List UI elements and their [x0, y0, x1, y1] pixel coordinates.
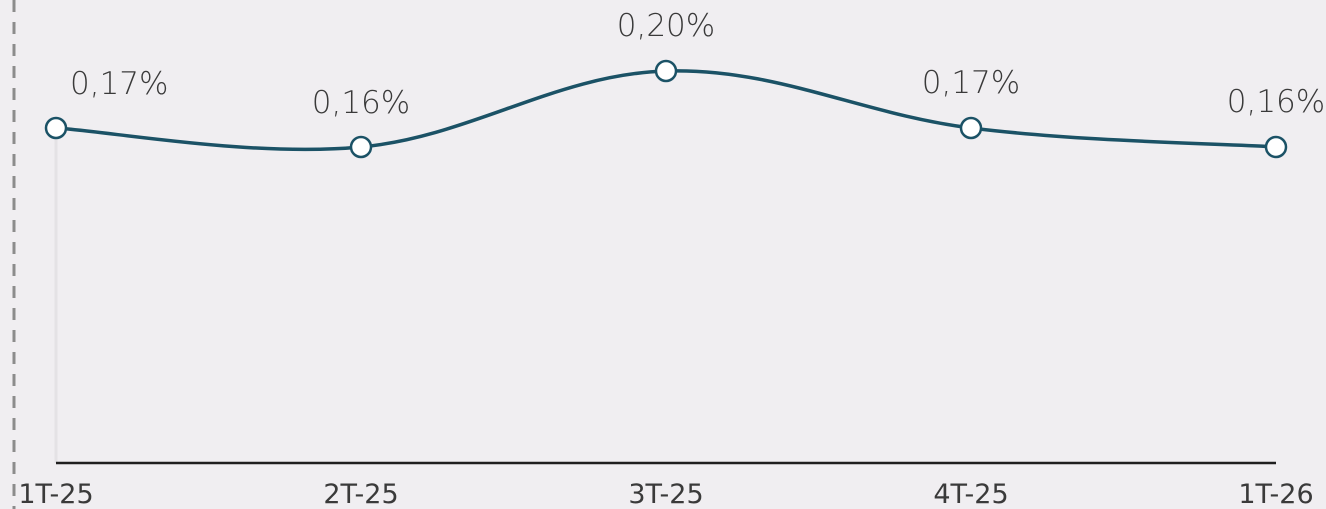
data-labels: 0,17% 0,16% 0,20% 0,17% 0,16% — [70, 8, 1325, 121]
data-label: 0,17% — [922, 65, 1020, 101]
data-point-3T-25 — [654, 59, 678, 83]
data-label: 0,17% — [70, 66, 168, 102]
data-point-4T-25 — [959, 116, 983, 140]
x-tick-label: 1T-25 — [18, 479, 93, 509]
x-tick-label: 1T-26 — [1238, 479, 1313, 509]
data-point-1T-26 — [1264, 135, 1288, 159]
x-tick-label: 2T-25 — [323, 479, 398, 509]
data-label: 0,16% — [1227, 84, 1325, 120]
data-label: 0,16% — [312, 85, 410, 121]
series-layer — [44, 59, 1288, 159]
x-tick-label: 4T-25 — [933, 479, 1008, 509]
data-point-1T-25 — [44, 116, 68, 140]
x-tick-label: 3T-25 — [628, 479, 703, 509]
x-tick-labels: 1T-25 2T-25 3T-25 4T-25 1T-26 — [18, 479, 1313, 509]
data-label: 0,20% — [617, 8, 715, 44]
data-point-2T-25 — [349, 135, 373, 159]
series-line — [55, 69, 1277, 152]
